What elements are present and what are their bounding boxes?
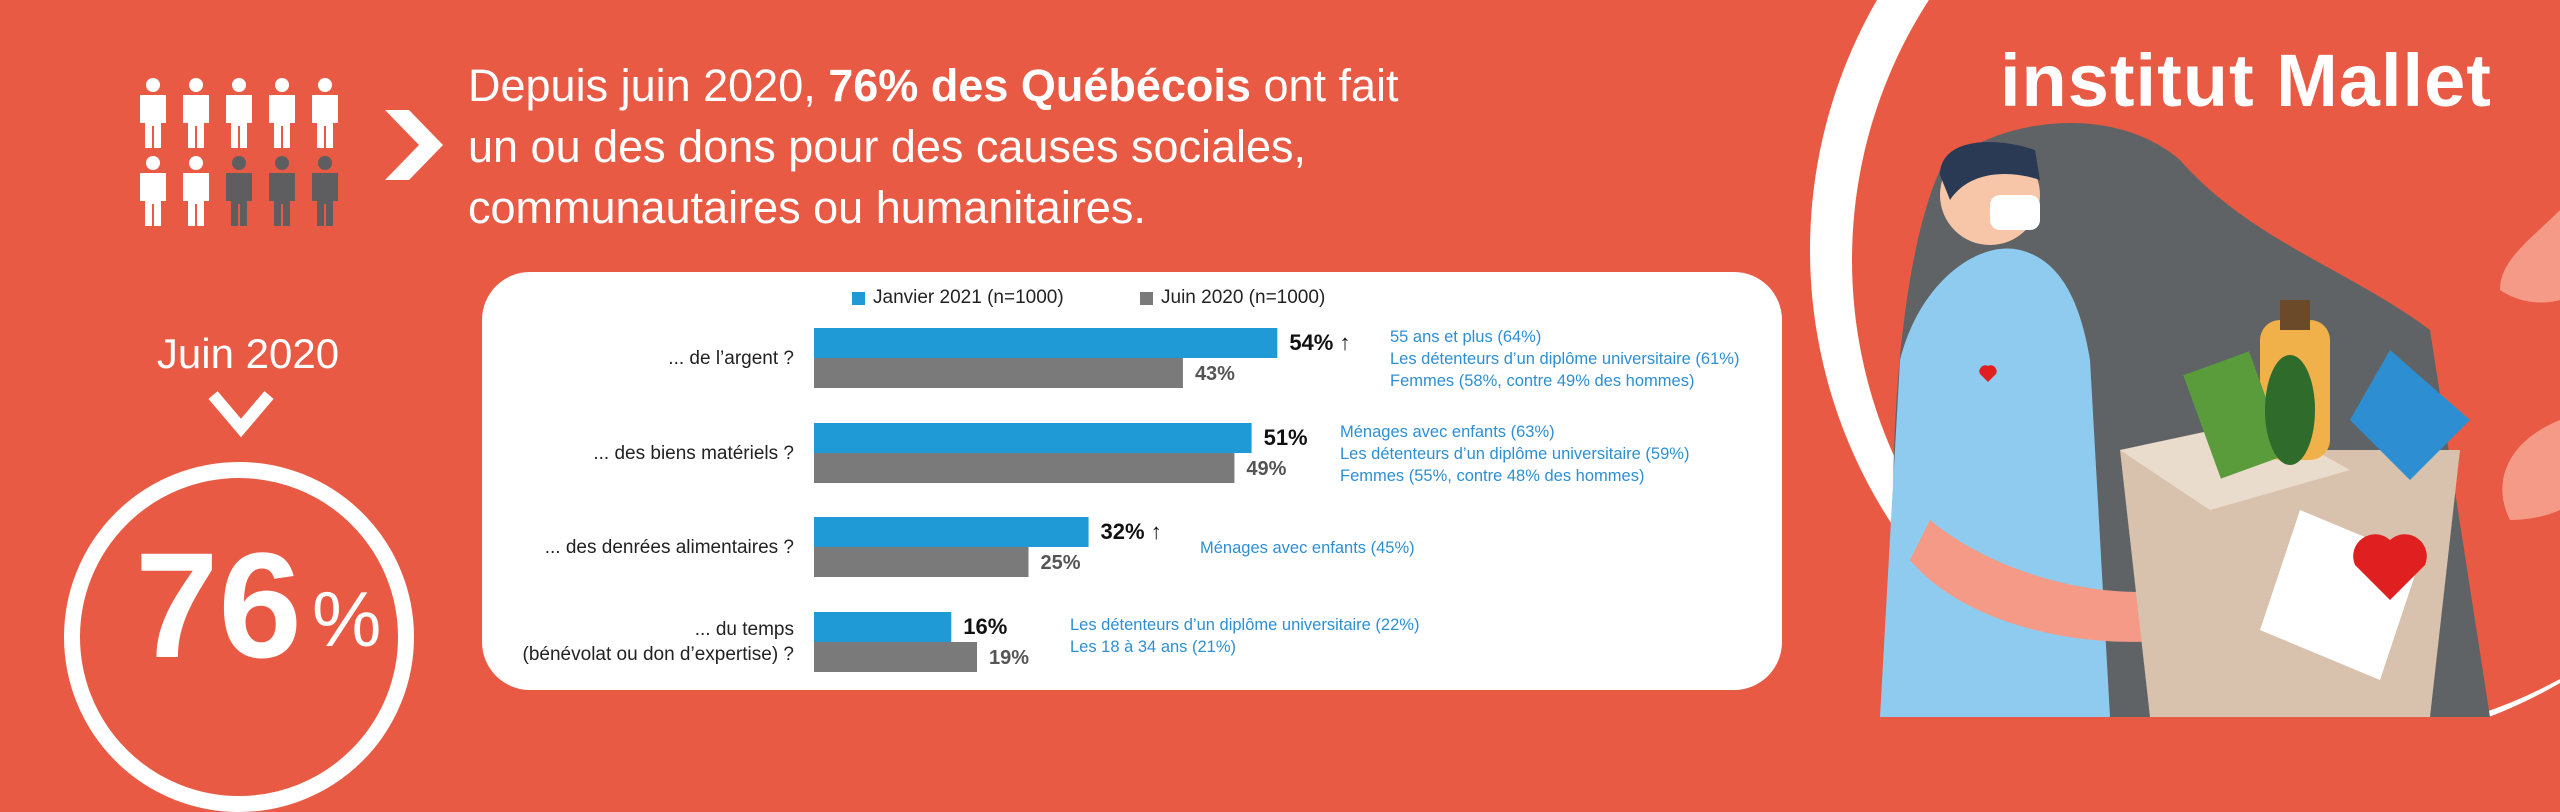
data-label: 25%: [1040, 552, 1081, 574]
data-label: 54% ↑: [1289, 330, 1351, 355]
bar-juin-2020: [814, 547, 1029, 577]
person-icon: [140, 78, 166, 148]
chevron-down-icon: [208, 390, 274, 445]
arm: [1910, 520, 2170, 642]
data-label: 43%: [1194, 363, 1235, 385]
annotation-line: Les détenteurs d’un diplôme universitair…: [1390, 350, 1740, 368]
legend-item-new: Janvier 2021 (n=1000): [852, 287, 1064, 309]
data-label: 32% ↑: [1100, 519, 1162, 544]
headline-line2: un ou des dons pour des causes sociales,: [468, 121, 1307, 172]
annotation-line: Les détenteurs d’un diplôme universitair…: [1340, 445, 1690, 463]
legend-item-old: Juin 2020 (n=1000): [1140, 287, 1325, 309]
data-label: 51%: [1263, 425, 1308, 450]
annotation-line: Les détenteurs d’un diplôme universitair…: [1070, 616, 1420, 634]
badge-unit: %: [312, 575, 382, 663]
bar-juin-2020: [814, 453, 1235, 483]
data-label: 49%: [1246, 458, 1287, 480]
category-label: ... des denrées alimentaires ?: [394, 535, 794, 560]
annotation: Ménages avec enfants (63%) Les détenteurs…: [1340, 421, 1689, 487]
face-mask: [1990, 195, 2040, 230]
headline: Depuis juin 2020, 76% des Québécois ont …: [468, 55, 1588, 238]
bar-janvier-2021: [814, 517, 1089, 547]
person-icon: [226, 78, 252, 148]
badge-label: Juin 2020: [156, 330, 340, 377]
person-icon: [269, 156, 295, 226]
category-label-line: (bénévolat ou don d’expertise) ?: [522, 644, 794, 665]
person-icon: [140, 156, 166, 226]
heart-icon: [2353, 534, 2427, 600]
bag: [2183, 351, 2287, 479]
person-icon: [183, 78, 209, 148]
person-icon: [226, 156, 252, 226]
headline-highlight: 76% des Québécois: [828, 60, 1251, 111]
person-icon: [312, 78, 338, 148]
annotation-line: Ménages avec enfants (63%): [1340, 423, 1555, 441]
category-label-line: ... des denrées alimentaires ?: [544, 536, 794, 558]
bar-chart: [814, 328, 1278, 672]
legend-swatch-new: [852, 291, 865, 305]
people-icons: [133, 76, 343, 226]
annotation-line: Femmes (58%, contre 49% des hommes): [1390, 372, 1695, 390]
people-group-icon: [140, 78, 338, 226]
legend-label-new: Janvier 2021 (n=1000): [873, 287, 1064, 308]
annotation-line: Ménages avec enfants (45%): [1200, 539, 1415, 557]
annotation: 55 ans et plus (64%) Les détenteurs d’un …: [1390, 326, 1739, 392]
chevron-right-icon: [385, 110, 447, 185]
person-icon: [183, 156, 209, 226]
annotation: Ménages avec enfants (45%): [1200, 537, 1415, 559]
bar-janvier-2021: [814, 423, 1252, 453]
person-icon: [312, 156, 338, 226]
brand-logo: institut Mallet: [2000, 39, 2492, 122]
bar-juin-2020: [814, 358, 1183, 388]
bar-juin-2020: [814, 642, 978, 672]
category-label: ... du temps (bénévolat ou don d’expertis…: [394, 617, 794, 667]
person-icon: [269, 78, 295, 148]
data-label: 16%: [963, 614, 1008, 639]
category-label-line: ... des biens matériels ?: [593, 442, 794, 464]
category-label-line: ... du temps: [694, 619, 794, 640]
data-label: 19%: [989, 647, 1030, 669]
person-hair: [1940, 142, 2040, 200]
headline-line3: communautaires ou humanitaires.: [468, 182, 1146, 233]
bar-janvier-2021: [814, 612, 952, 642]
legend-label-old: Juin 2020 (n=1000): [1161, 287, 1326, 308]
annotation: Les détenteurs d’un diplôme universitair…: [1070, 614, 1419, 658]
annotation-line: Les 18 à 34 ans (21%): [1070, 638, 1237, 656]
legend-swatch-old: [1140, 291, 1153, 305]
annotation-line: Femmes (55%, contre 48% des hommes): [1340, 467, 1645, 485]
badge-value: 76: [135, 521, 302, 689]
annotation-line: 55 ans et plus (64%): [1390, 328, 1542, 346]
category-label: ... des biens matériels ?: [394, 441, 794, 466]
illustration: [1790, 0, 2560, 717]
bar-janvier-2021: [814, 328, 1278, 358]
category-label-line: ... de l’argent ?: [668, 347, 794, 369]
category-label: ... de l’argent ?: [394, 346, 794, 371]
headline-prefix: Depuis juin 2020,: [468, 60, 829, 111]
headline-suffix: ont fait: [1250, 60, 1399, 111]
